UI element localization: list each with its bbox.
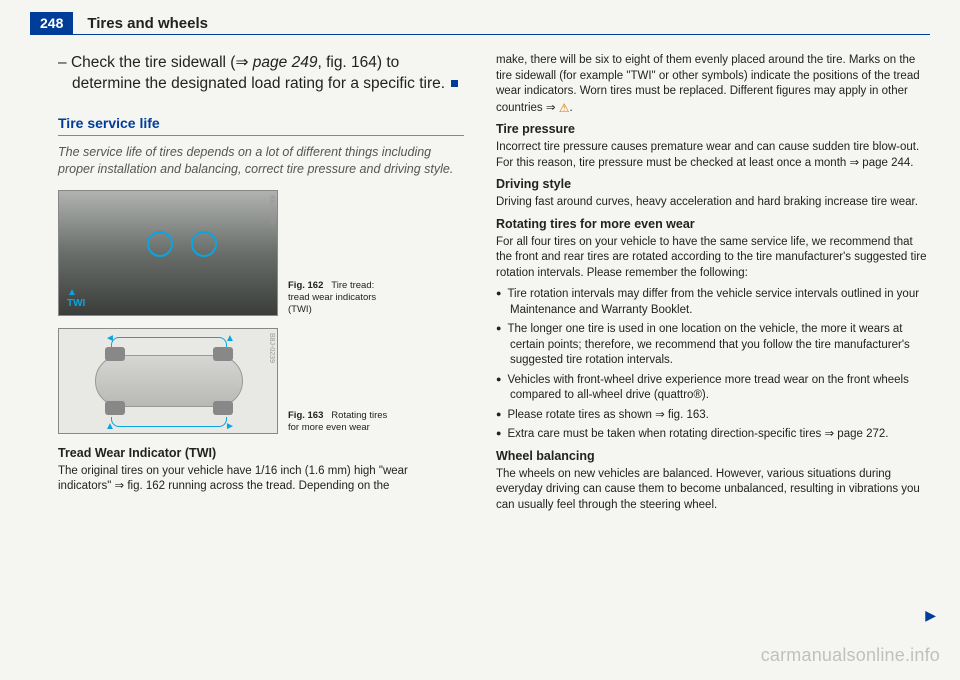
- text-balancing: The wheels on new vehicles are balanced.…: [496, 467, 930, 514]
- text-rotating: For all four tires on your vehicle to ha…: [496, 235, 930, 282]
- check-item: – Check the tire sidewall (⇒ page 249, f…: [58, 53, 464, 95]
- car-wheel-icon: [213, 347, 233, 361]
- bullet-dash: –: [58, 54, 71, 71]
- header-title: Tires and wheels: [87, 15, 208, 32]
- page-number: 248: [30, 12, 73, 34]
- text-tire-pressure: Incorrect tire pressure causes premature…: [496, 140, 930, 171]
- heading-driving-style: Driving style: [496, 177, 930, 191]
- bullet-item: The longer one tire is used in one locat…: [496, 322, 930, 369]
- twi-circle-icon: [147, 231, 173, 257]
- section-lead: The service life of tires depends on a l…: [58, 144, 464, 178]
- bullet-item: Please rotate tires as shown ⇒ fig. 163.: [496, 408, 930, 424]
- section-title: Tire service life: [58, 115, 464, 136]
- right-column: make, there will be six to eight of them…: [496, 53, 930, 519]
- figure-162-image: ▲TWI B8J-0176: [58, 190, 278, 316]
- end-square-icon: [451, 80, 458, 87]
- heading-tire-pressure: Tire pressure: [496, 122, 930, 136]
- next-page-arrow-icon[interactable]: ▶: [925, 607, 936, 624]
- rotation-arrow-bottom: [111, 417, 227, 427]
- bullet-item: Vehicles with front-wheel drive experien…: [496, 373, 930, 404]
- page-ref[interactable]: page 249: [253, 54, 318, 71]
- twi-label: ▲TWI: [67, 287, 85, 309]
- fig-num: Fig. 162: [288, 280, 323, 291]
- twi-circle-icon: [191, 231, 217, 257]
- arrow-head-icon: ▲: [225, 333, 235, 344]
- figure-code: B8J-0239: [268, 333, 275, 363]
- bullet-item: Extra care must be taken when rotating d…: [496, 427, 930, 443]
- heading-balancing: Wheel balancing: [496, 449, 930, 463]
- page-header: 248 Tires and wheels: [30, 12, 930, 35]
- left-column: – Check the tire sidewall (⇒ page 249, f…: [30, 53, 464, 519]
- link-arrow-icon: ⇒: [235, 54, 248, 71]
- arrow-head-icon: ◄: [105, 333, 115, 344]
- car-wheel-icon: [105, 347, 125, 361]
- car-body-shape: [95, 355, 243, 407]
- check-text-1: Check the tire sidewall (: [71, 54, 236, 71]
- twi-body: The original tires on your vehicle have …: [58, 464, 464, 495]
- watermark: carmanualsonline.info: [761, 645, 940, 666]
- figure-code: B8J-0176: [268, 195, 275, 225]
- car-wheel-icon: [213, 401, 233, 415]
- figure-162-row: ▲TWI B8J-0176 Fig. 162 Tire tread: tread…: [58, 190, 464, 316]
- figure-163-row: ◄ ► ▲ ▲ B8J-0239 Fig. 163 Rotating tires…: [58, 328, 464, 434]
- car-wheel-icon: [105, 401, 125, 415]
- warning-triangle-icon: ⚠: [559, 100, 570, 116]
- rotation-arrow-top: [111, 337, 227, 347]
- figure-163-caption: Fig. 163 Rotating tires for more even we…: [288, 410, 398, 434]
- fig-num: Fig. 163: [288, 410, 323, 421]
- heading-rotating: Rotating tires for more even wear: [496, 217, 930, 231]
- text-driving-style: Driving fast around curves, heavy accele…: [496, 195, 930, 211]
- arrow-head-icon: ►: [225, 421, 235, 432]
- figure-163-image: ◄ ► ▲ ▲ B8J-0239: [58, 328, 278, 434]
- arrow-head-icon: ▲: [105, 421, 115, 432]
- figure-162-caption: Fig. 162 Tire tread: tread wear indicato…: [288, 280, 398, 316]
- twi-heading: Tread Wear Indicator (TWI): [58, 446, 464, 460]
- continuation-text: make, there will be six to eight of them…: [496, 53, 930, 116]
- bullet-item: Tire rotation intervals may differ from …: [496, 287, 930, 318]
